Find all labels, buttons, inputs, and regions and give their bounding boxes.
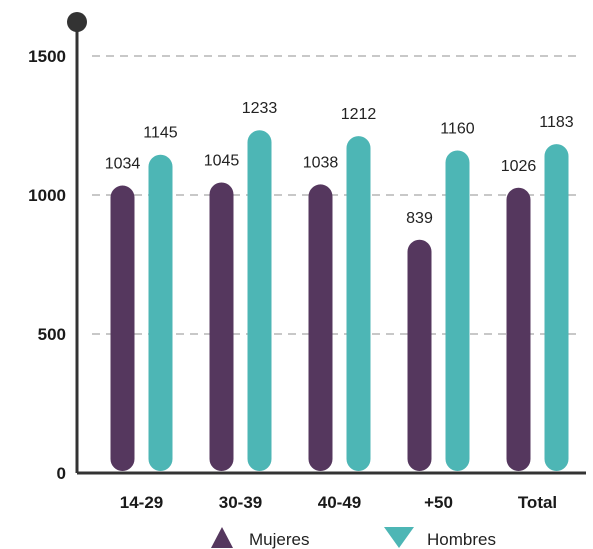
y-tick-label: 1500: [28, 47, 66, 66]
category-label: +50: [424, 493, 453, 512]
y-tick-label: 1000: [28, 186, 66, 205]
bar-mujeres-4: [506, 187, 531, 471]
data-label: 1026: [501, 158, 537, 175]
triangle-down-icon: [384, 527, 414, 548]
y-tick-label: 500: [38, 325, 66, 344]
bar-mujeres-0: [110, 185, 135, 471]
bar-hombres-4: [544, 144, 569, 471]
bar-mujeres-3: [407, 239, 432, 471]
data-label: 839: [406, 210, 433, 227]
bar-hombres-1: [247, 130, 272, 471]
y-tick-label: 0: [57, 464, 66, 483]
grid-lines: [92, 55, 582, 335]
bar-mujeres-2: [308, 184, 333, 471]
legend-item-mujeres: Mujeres: [211, 527, 309, 549]
bar-hombres-2: [346, 136, 371, 471]
category-label: 30-39: [219, 493, 262, 512]
bars: [110, 130, 569, 472]
data-label: 1233: [242, 100, 278, 117]
axes: [67, 12, 586, 475]
data-label: 1145: [143, 125, 178, 142]
data-label: 1034: [105, 156, 141, 173]
triangle-up-icon: [211, 527, 233, 548]
data-label: 1183: [539, 114, 574, 131]
data-label: 1045: [204, 152, 240, 169]
y-tick-labels: 0 500 1000 1500: [28, 47, 66, 483]
data-label: 1038: [303, 154, 339, 171]
data-label: 1160: [440, 121, 475, 138]
category-labels: 14-29 30-39 40-49 +50 Total: [120, 493, 557, 512]
category-label: 40-49: [318, 493, 361, 512]
category-label: 14-29: [120, 493, 163, 512]
y-axis-end-dot: [67, 12, 87, 32]
legend-item-hombres: Hombres: [384, 527, 496, 549]
legend-label-mujeres: Mujeres: [249, 530, 309, 549]
legend-label-hombres: Hombres: [427, 530, 496, 549]
bar-hombres-3: [445, 150, 470, 471]
legend: Mujeres Hombres: [211, 527, 496, 549]
category-label: Total: [518, 493, 557, 512]
data-label: 1212: [341, 106, 377, 123]
bar-mujeres-1: [209, 182, 234, 472]
bar-hombres-0: [148, 154, 173, 471]
